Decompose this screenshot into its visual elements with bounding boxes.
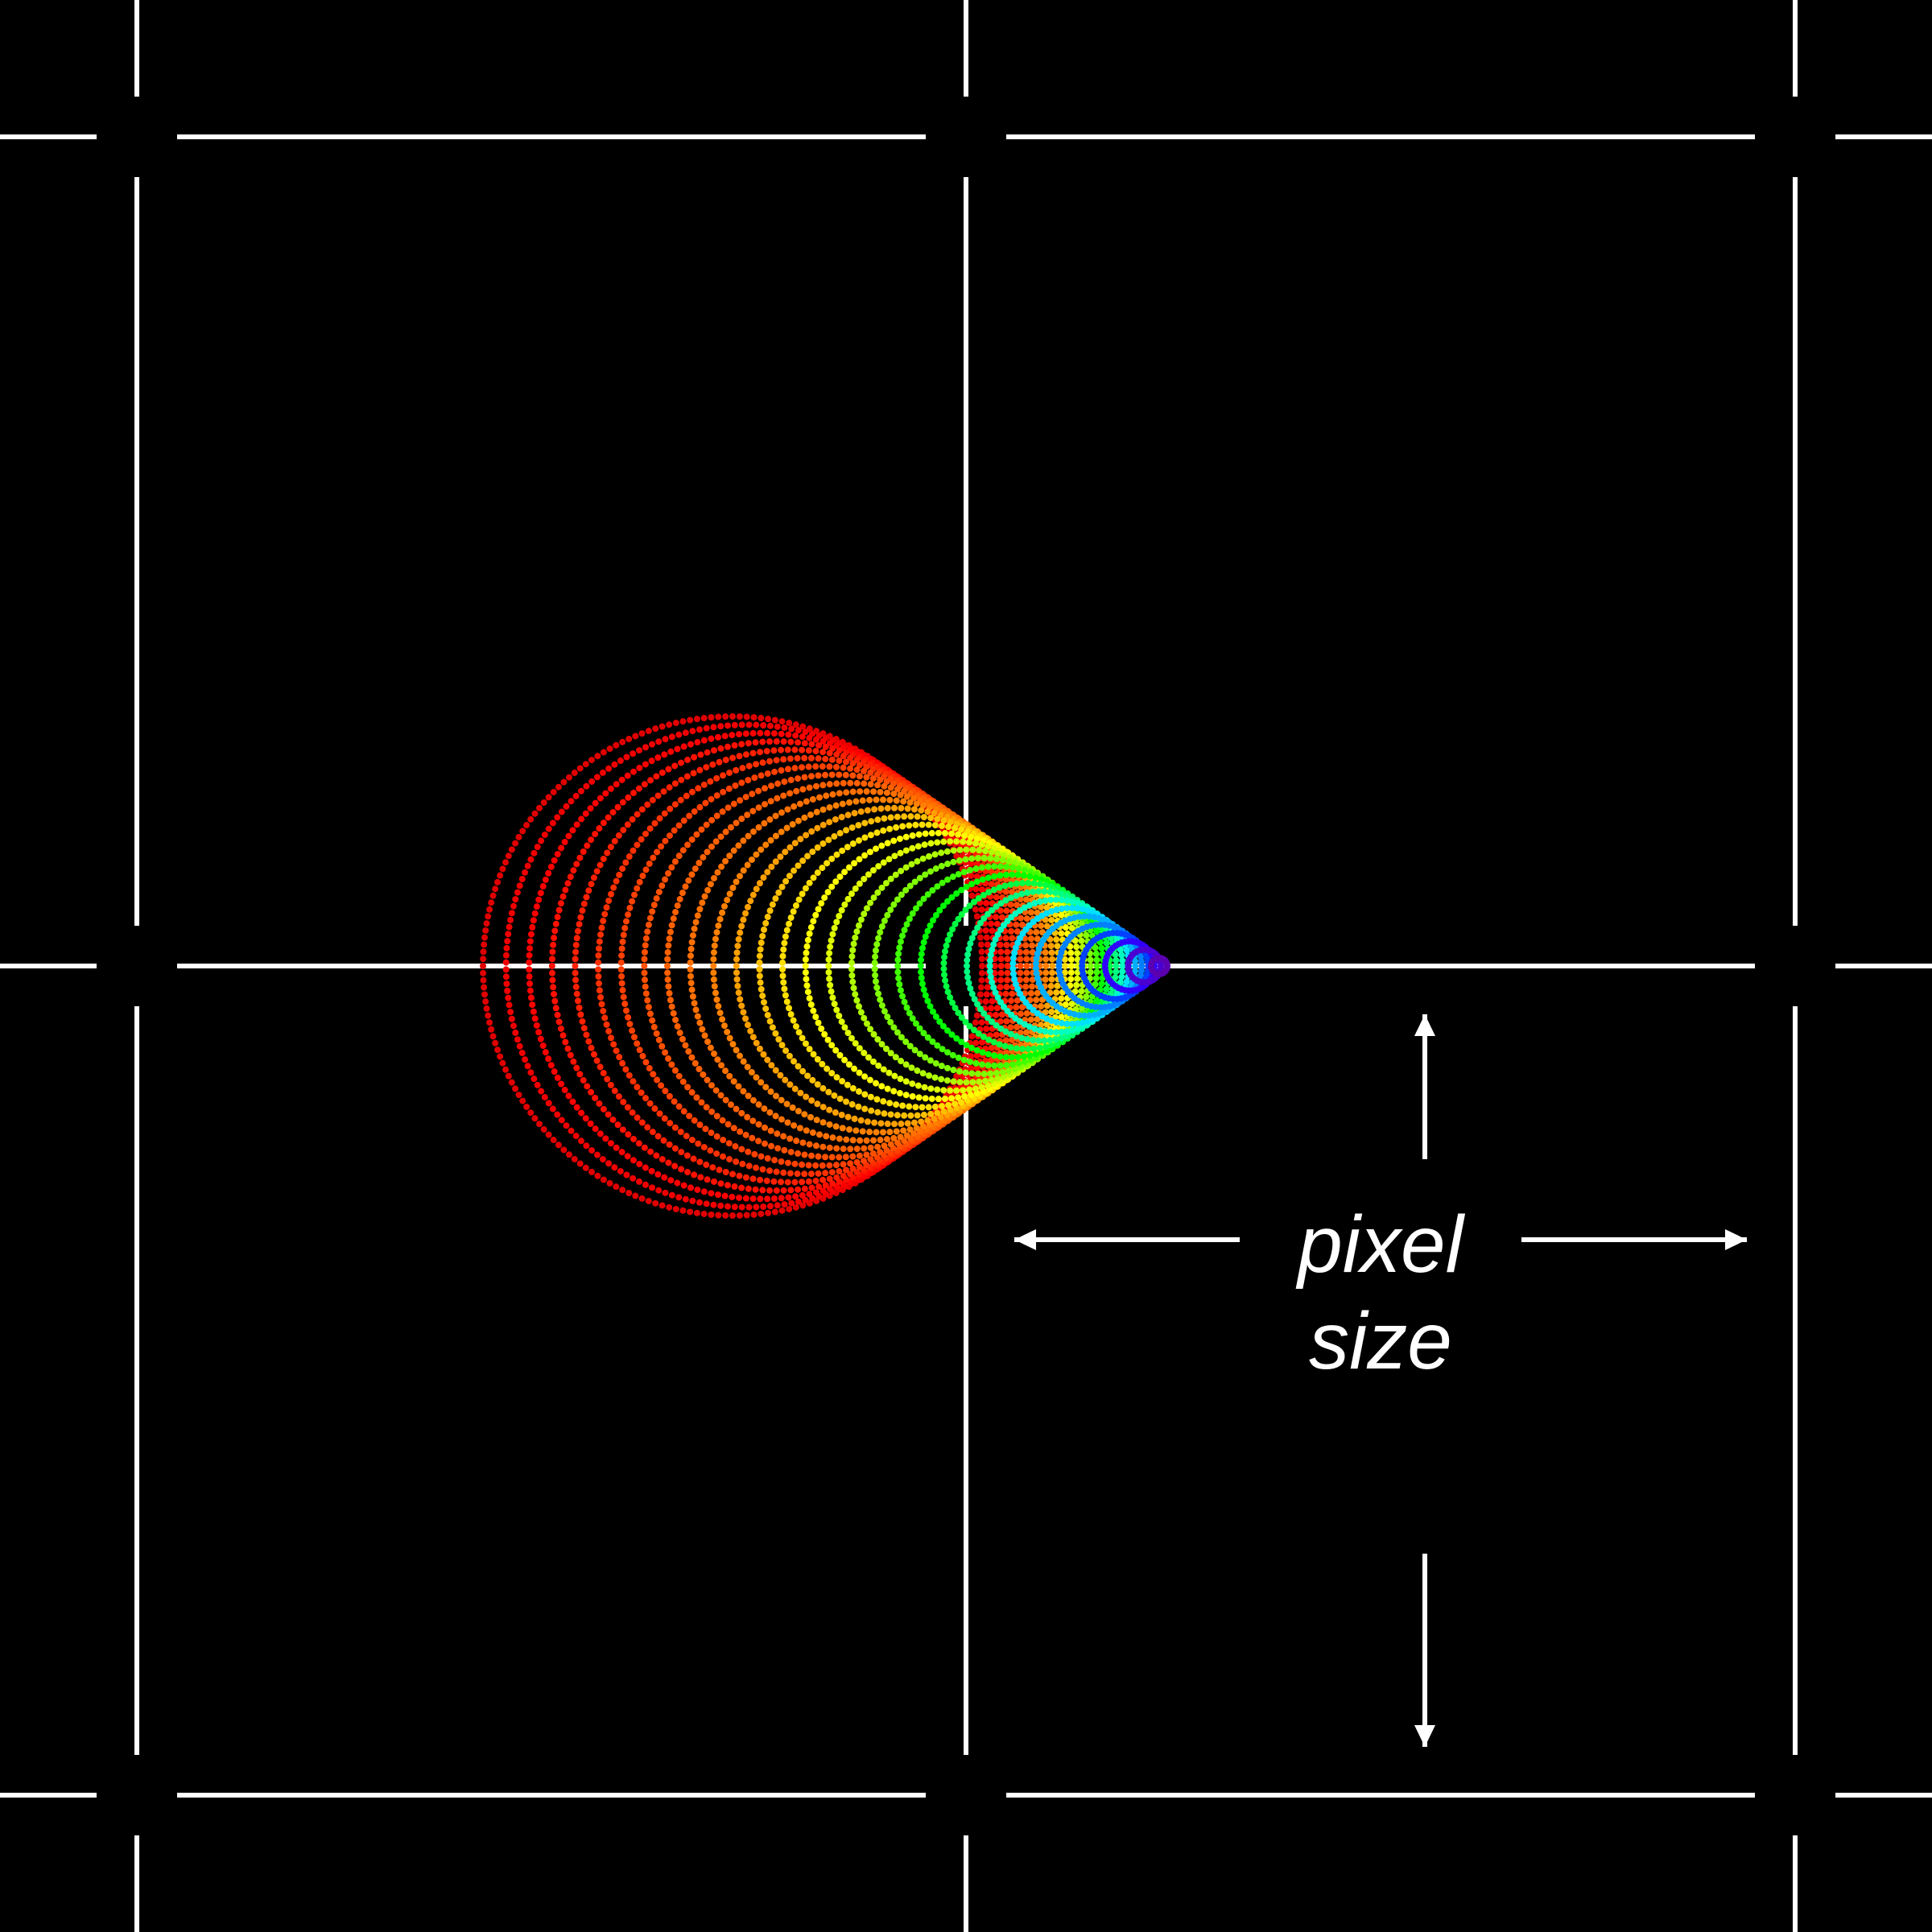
pixel-size-label-line2: size [1309,1296,1452,1386]
pixel-size-label-line1: pixel [1295,1199,1465,1290]
diagram-canvas: pixelsize [0,0,1932,1932]
